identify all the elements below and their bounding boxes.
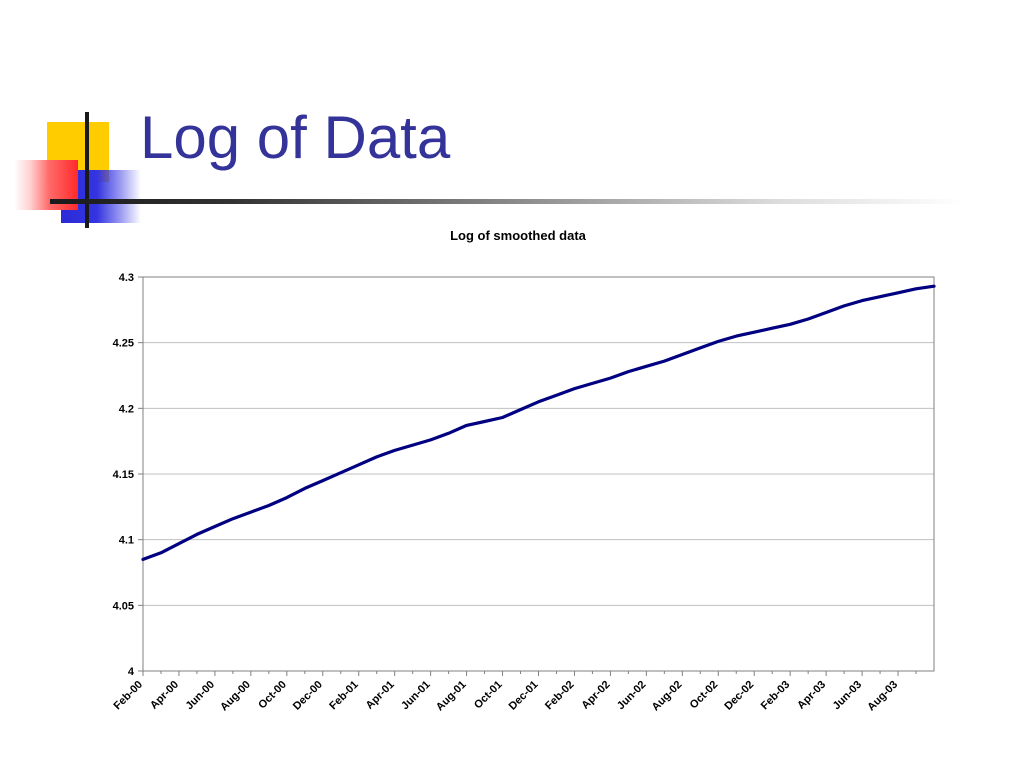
x-tick-label: Dec-00 <box>291 679 325 713</box>
x-tick-label: Feb-01 <box>327 679 361 713</box>
y-tick-label: 4.2 <box>119 403 134 415</box>
gridlines <box>143 342 934 606</box>
x-tick-label: Apr-02 <box>579 679 612 712</box>
decorative-horizontal-rule <box>50 199 965 204</box>
x-tick-label: Oct-01 <box>472 679 505 712</box>
y-tick-label: 4.15 <box>113 469 134 481</box>
x-tick-label: Dec-02 <box>722 679 756 713</box>
chart-title: Log of smoothed data <box>450 228 587 243</box>
x-tick-label: Dec-01 <box>507 679 541 713</box>
x-tick-label: Jun-01 <box>399 679 433 713</box>
x-tick-label: Apr-00 <box>148 679 181 712</box>
y-tick-label: 4 <box>128 666 135 678</box>
x-tick-label: Feb-02 <box>543 679 577 713</box>
y-tick-label: 4.25 <box>113 338 134 350</box>
x-tick-label: Oct-00 <box>256 679 289 712</box>
x-tick-label: Feb-03 <box>759 679 793 713</box>
x-tick-label: Apr-01 <box>364 679 397 712</box>
y-tick-label: 4.05 <box>113 600 134 612</box>
x-tick-label: Jun-00 <box>183 679 217 713</box>
y-tick-label: 4.1 <box>119 535 134 547</box>
series-line <box>141 284 936 562</box>
x-axis: Feb-00 Apr-00 Jun-00 Aug-00 Oct-00 Dec-00 Feb-… <box>112 671 917 714</box>
series-layer <box>141 284 936 562</box>
x-tick-label: Aug-03 <box>865 679 900 714</box>
decorative-vertical-line <box>85 112 89 228</box>
x-tick-label: Jun-03 <box>831 679 865 713</box>
x-tick-label: Aug-00 <box>218 679 253 714</box>
x-tick-label: Aug-02 <box>650 679 685 714</box>
x-tick-label: Aug-01 <box>434 679 469 714</box>
y-tick-label: 4.3 <box>119 272 134 284</box>
slide-title: Log of Data <box>140 104 451 171</box>
x-tick-label: Jun-02 <box>615 679 649 713</box>
x-tick-label: Feb-00 <box>112 679 146 713</box>
y-axis: 4 4.05 4.1 4.15 4.2 4.25 4.3 <box>113 272 143 678</box>
x-tick-label: Apr-03 <box>795 679 828 712</box>
x-tick-label: Oct-02 <box>688 679 721 712</box>
